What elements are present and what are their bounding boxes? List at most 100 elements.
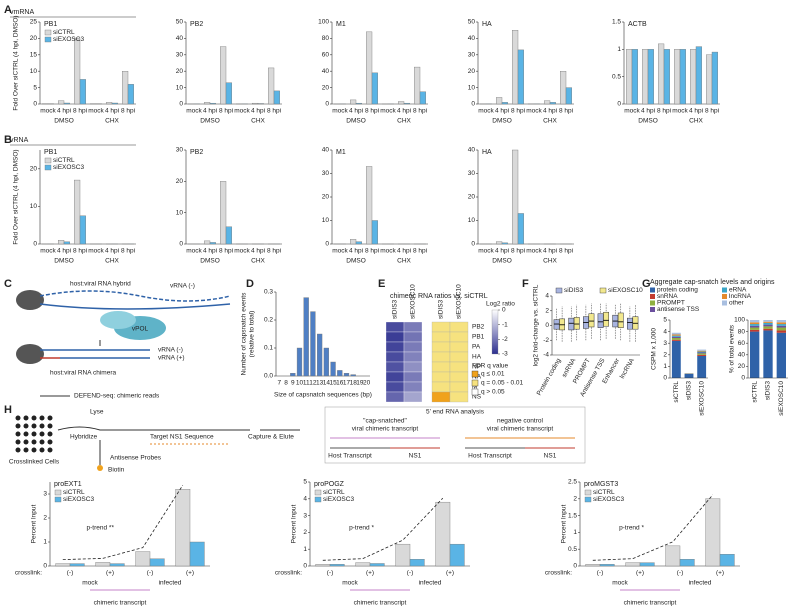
bar-segment <box>763 322 773 325</box>
group-label: CHX <box>105 118 119 125</box>
legend-label: antisense TSS <box>657 306 700 313</box>
panel-title: PB1 <box>44 21 57 28</box>
bar-segment <box>750 325 760 328</box>
bar <box>225 226 232 245</box>
y-tick-label: 0 <box>325 241 329 248</box>
x-tick-label: 8 hpi <box>559 108 573 115</box>
x-tick-label: (-) <box>147 570 154 577</box>
panel-letter: F <box>522 278 529 290</box>
group-label: infected <box>689 580 712 587</box>
x-tick-label: 14 <box>323 380 331 387</box>
x-tick-label: mock <box>672 108 688 115</box>
y-tick-label: 20 <box>30 35 38 42</box>
panel-title: PB2 <box>190 21 203 28</box>
x-tick-label: 17 <box>343 380 351 387</box>
y-tick-label: 0 <box>179 101 183 108</box>
q-label: q > 0.05 <box>481 389 505 396</box>
diagram-label: Lyse <box>90 409 104 416</box>
diagram-label: Host Transcript <box>468 453 512 460</box>
group-label: DMSO <box>200 118 220 125</box>
q-cell <box>449 381 469 393</box>
panel-title: chimeric RNA ratios vs. siCTRL <box>390 293 488 300</box>
x-tick-label: 8 hpi <box>511 108 525 115</box>
x-tick-label: 8 hpi <box>267 248 281 255</box>
x-tick-label: 4 hpi <box>495 108 509 115</box>
bar <box>679 559 695 567</box>
bar <box>323 347 329 377</box>
x-tick-label: 8 hpi <box>705 108 719 115</box>
y-tick-label: 2 <box>545 307 549 314</box>
panel-title: Aggregate cap-snatch levels and origins <box>650 279 775 286</box>
legend-label: siCTRL <box>53 157 75 164</box>
x-tick-label: mock <box>478 108 494 115</box>
bar-segment <box>776 322 786 325</box>
y-tick-label: 2 <box>43 515 47 522</box>
y-tick-label: 30 <box>468 170 476 177</box>
y-tick-label: 2 <box>663 352 667 359</box>
biotin-icon <box>97 465 103 471</box>
panel-title: HA <box>482 149 492 156</box>
x-tick-label: 16 <box>336 380 344 387</box>
x-tick-label: mock <box>88 108 104 115</box>
y-tick-label: 10 <box>30 68 38 75</box>
bar-segment <box>697 350 707 352</box>
x-tick-label: 18 <box>350 380 358 387</box>
bar <box>189 541 205 567</box>
bar-segment <box>763 328 773 331</box>
bar <box>79 215 86 245</box>
heat-cell <box>403 331 423 343</box>
x-tick-label: 4 hpi <box>641 108 655 115</box>
legend-label: siEXOSC3 <box>323 496 354 503</box>
bar-segment <box>750 322 760 325</box>
y-tick-label: 50 <box>468 19 476 26</box>
x-tick-label: siCTRL <box>673 381 680 403</box>
bar-segment <box>671 337 681 340</box>
y-tick-label: 0 <box>325 101 329 108</box>
y-tick-label: 10 <box>176 209 184 216</box>
bar <box>366 31 373 105</box>
x-tick-label: 8 hpi <box>73 248 87 255</box>
bar-segment <box>750 331 760 378</box>
bar <box>512 30 519 105</box>
legend-swatch <box>584 496 592 503</box>
bar <box>517 213 524 245</box>
bar <box>501 242 508 245</box>
panel-subtitle: vRNA <box>10 137 29 144</box>
legend-label: siEXOSC3 <box>63 496 94 503</box>
y-tick-label: 1 <box>573 529 577 536</box>
y-tick-label: 1 <box>43 539 47 546</box>
bar <box>337 370 343 377</box>
box <box>597 313 604 328</box>
column-label: siDIS3 <box>438 299 445 319</box>
y-tick-label: 0 <box>545 322 549 329</box>
bar <box>398 101 405 105</box>
group-label: DMSO <box>638 118 658 125</box>
group-label: CHX <box>397 258 411 265</box>
bar <box>79 79 86 105</box>
bar <box>252 102 259 105</box>
y-axis-label: Percent Input <box>31 504 38 543</box>
x-tick-label: 4 hpi <box>57 108 71 115</box>
x-axis-label: crosslink: <box>15 570 42 577</box>
bar <box>127 84 134 105</box>
y-tick-label: 40 <box>738 352 746 359</box>
y-axis-label: CSPM x 1,000 <box>651 328 658 370</box>
y-tick-label: 20 <box>176 178 184 185</box>
x-tick-label: (+) <box>716 570 724 577</box>
x-tick-label: (-) <box>67 570 74 577</box>
bar <box>225 82 232 105</box>
bar-segment <box>671 340 681 378</box>
y-tick-label: 3 <box>303 512 307 519</box>
row-label: PB1 <box>472 334 485 341</box>
legend-label: siCTRL <box>53 29 75 36</box>
bar-segment <box>697 352 707 354</box>
legend-swatch <box>54 496 62 503</box>
bar-segment <box>750 320 760 323</box>
bar <box>209 102 216 105</box>
bar-segment <box>776 332 786 378</box>
diagram-label: NS1 <box>409 453 422 460</box>
bar <box>719 554 735 567</box>
x-axis-label: crosslink: <box>275 570 302 577</box>
x-tick-label: (+) <box>366 570 374 577</box>
